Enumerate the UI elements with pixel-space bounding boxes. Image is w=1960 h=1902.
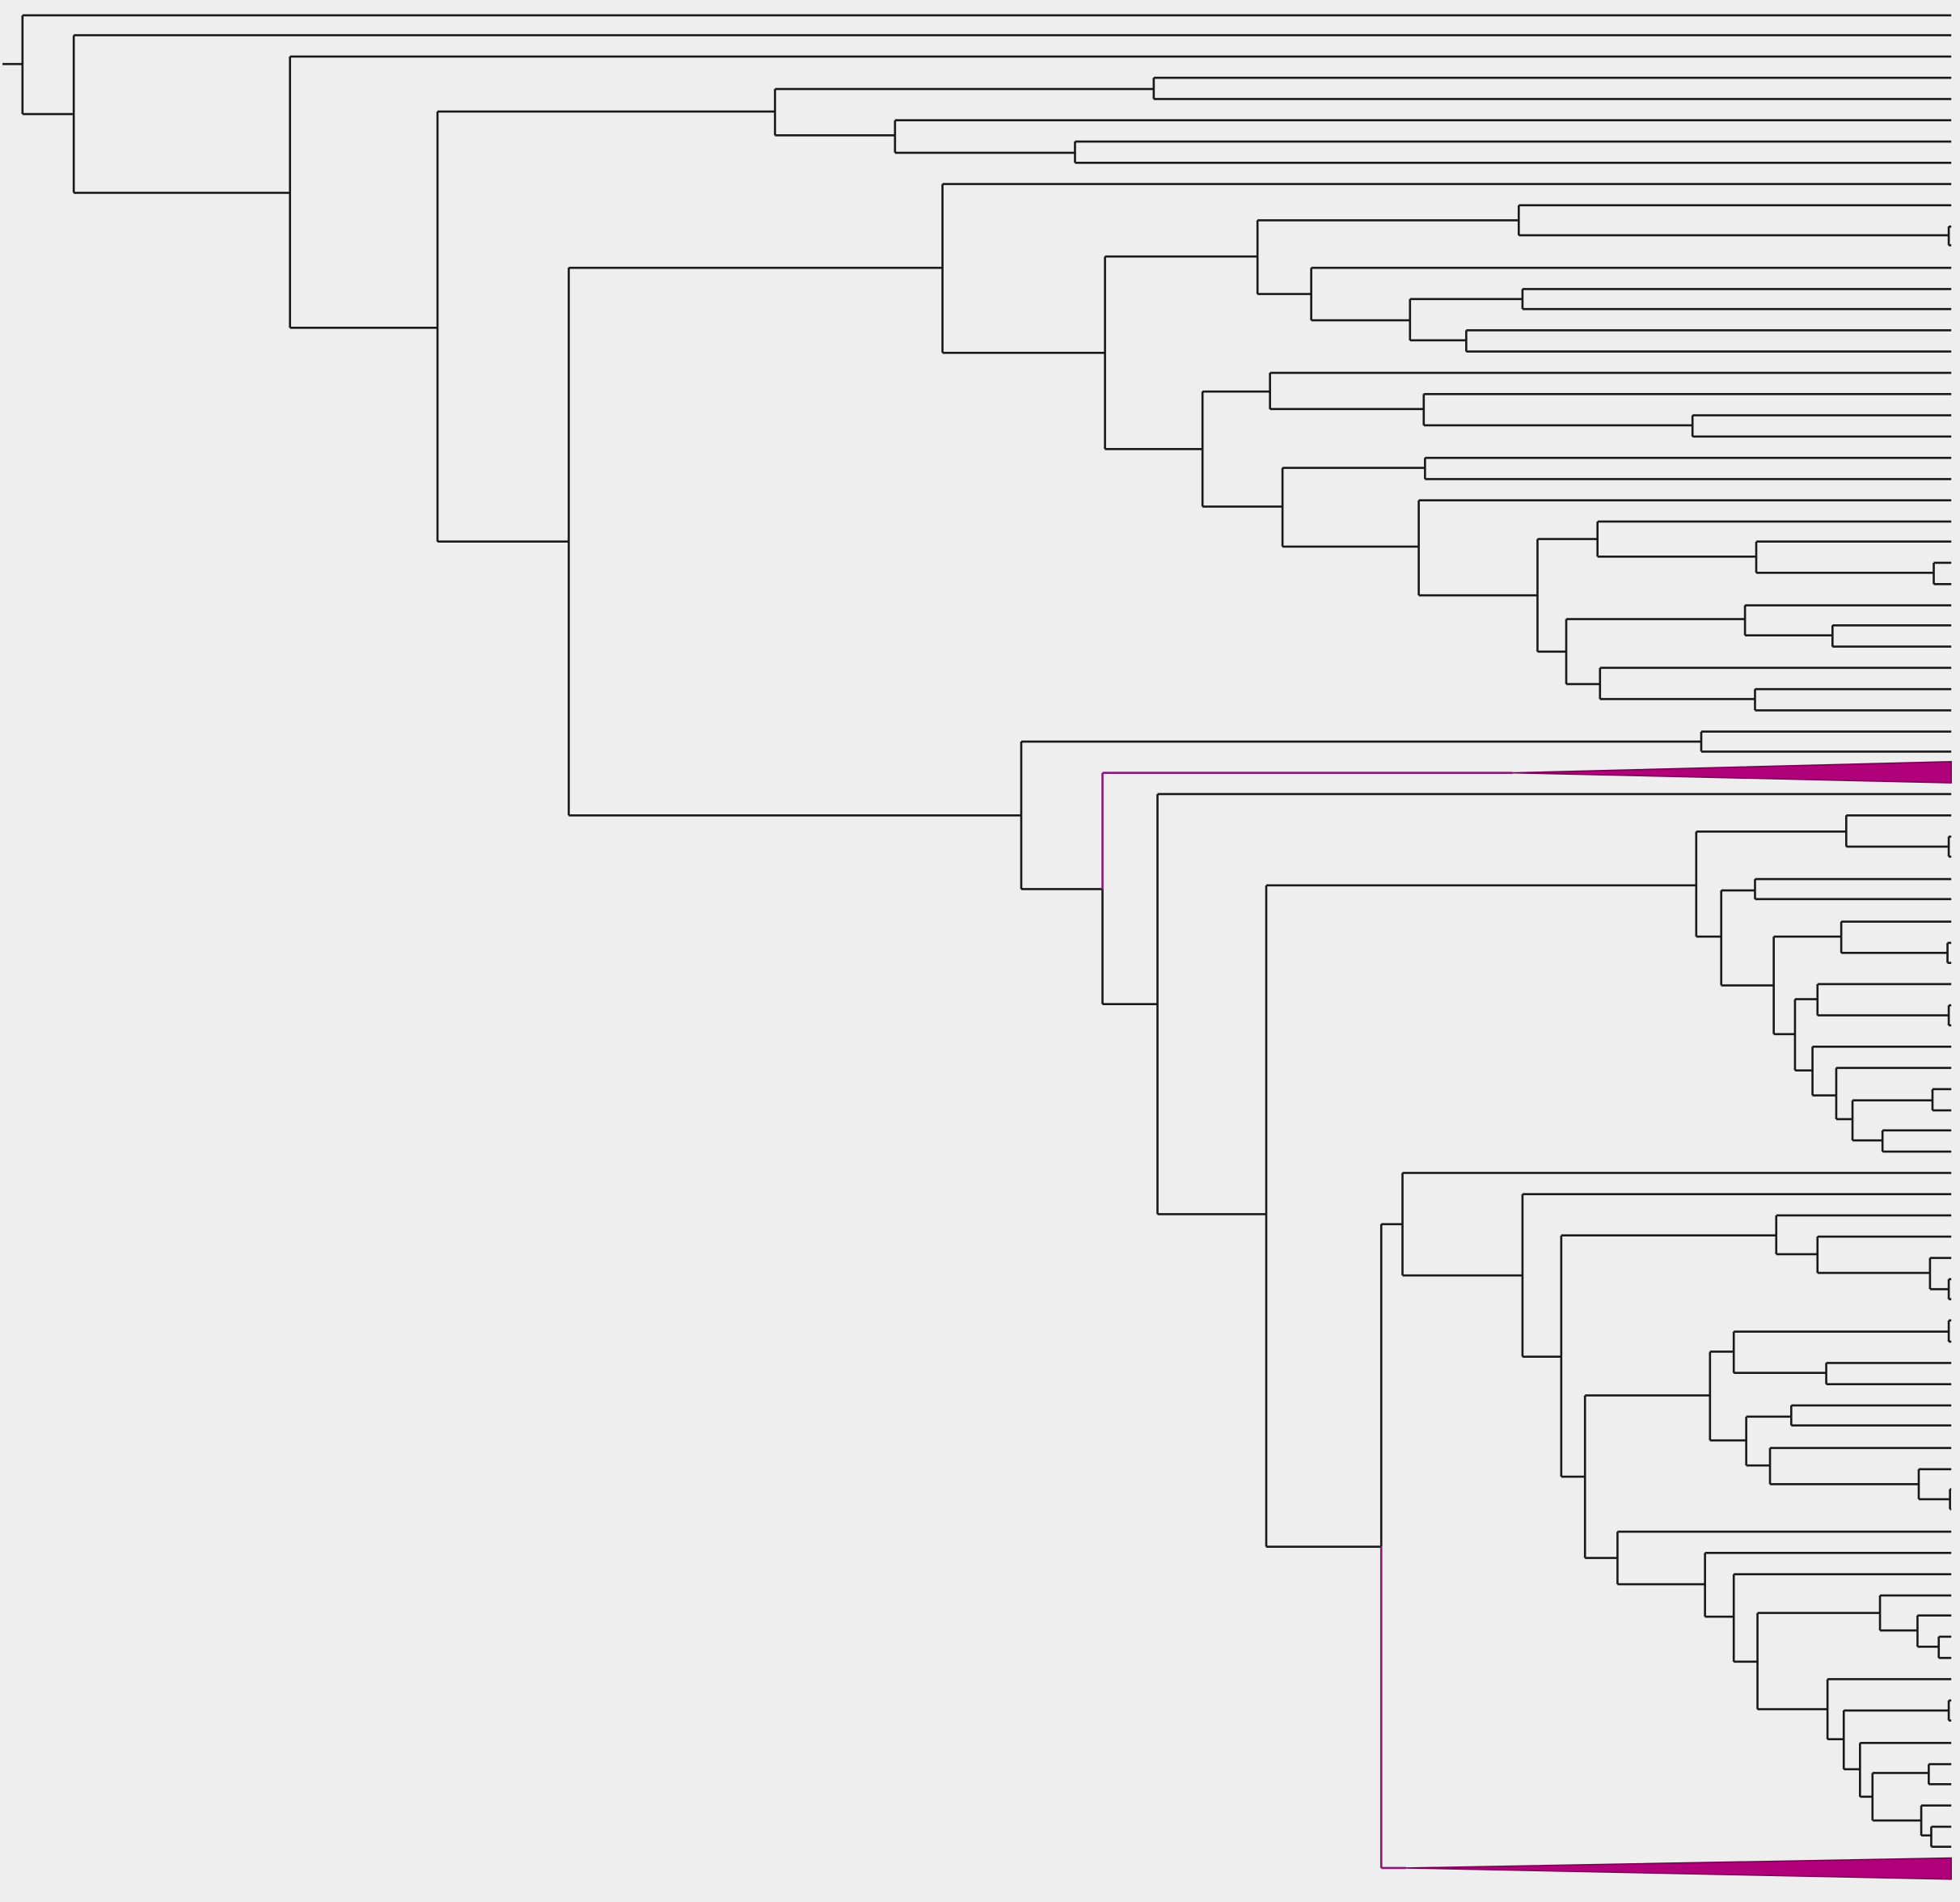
branch <box>1745 1415 1792 1467</box>
highlighted-branch <box>1379 1546 1407 1870</box>
branch <box>1756 1612 1881 1710</box>
branch <box>1536 538 1598 653</box>
branch <box>1826 1678 1952 1741</box>
branch <box>1156 792 1952 1215</box>
branch <box>1743 604 1952 636</box>
branch <box>893 119 1952 154</box>
collapsed-clade-triangle[interactable] <box>1512 761 1952 784</box>
branch <box>1845 814 1952 848</box>
branch <box>1859 1742 1952 1798</box>
branch <box>1835 1067 1952 1121</box>
branch <box>1917 1468 1952 1501</box>
branch <box>1596 520 1952 558</box>
branch <box>1565 618 1746 686</box>
branch <box>1265 884 1696 1548</box>
branch <box>1754 687 1952 712</box>
branch <box>1417 499 1952 597</box>
branch <box>1401 1172 1952 1277</box>
collapsed-clade-triangle[interactable] <box>1406 1857 1952 1880</box>
branch <box>1916 1614 1952 1648</box>
branch <box>1152 76 1952 100</box>
branch <box>1811 1045 1952 1097</box>
branch <box>436 110 775 543</box>
branch <box>774 87 1154 137</box>
branch <box>1928 1257 1952 1291</box>
branch <box>1930 1825 1952 1848</box>
branch <box>1840 920 1952 954</box>
branch <box>1599 666 1952 700</box>
branch <box>1732 1573 1952 1663</box>
branch <box>1881 1129 1952 1153</box>
branch <box>1691 414 1952 438</box>
branch <box>1772 935 1842 1036</box>
branch <box>1201 390 1283 508</box>
branch <box>289 55 1952 329</box>
branch <box>1269 371 1952 411</box>
branch <box>1825 1362 1952 1385</box>
branch <box>1947 1278 1952 1300</box>
branch <box>1937 1635 1952 1659</box>
branch <box>1310 266 1952 322</box>
branch <box>1422 392 1952 427</box>
branch <box>1256 219 1519 295</box>
branch <box>1947 225 1952 247</box>
branch <box>1789 1404 1952 1426</box>
branch <box>1871 1772 1929 1822</box>
branch <box>1517 204 1952 237</box>
branch <box>1931 1088 1952 1112</box>
collapsed-clades <box>1406 761 1952 1880</box>
branch <box>1946 941 1952 965</box>
branch <box>1755 540 1952 574</box>
branch <box>1521 1193 1952 1358</box>
branch <box>1560 1234 1776 1478</box>
branch <box>1074 140 1952 164</box>
branch <box>1816 983 1952 1017</box>
branch <box>1521 288 1952 311</box>
branch <box>1695 831 1847 938</box>
branch <box>1775 1214 1952 1256</box>
branch <box>1704 1552 1952 1618</box>
branch <box>1920 1804 1952 1837</box>
branch <box>1768 1447 1952 1486</box>
branch <box>1101 889 1158 1006</box>
branch <box>568 266 1022 817</box>
branch <box>1409 298 1523 342</box>
branch <box>1583 1394 1710 1559</box>
branch <box>1947 1004 1952 1027</box>
branch <box>1700 730 1952 753</box>
branch <box>1732 1330 1949 1375</box>
branch <box>1949 1488 1952 1511</box>
branch <box>1933 561 1952 585</box>
branch <box>1947 1699 1952 1722</box>
branch <box>1754 877 1952 901</box>
branch <box>1720 889 1774 987</box>
branch <box>1878 1594 1952 1632</box>
branch <box>72 34 1952 194</box>
branch <box>1842 1709 1949 1771</box>
branch <box>1793 998 1818 1071</box>
branch <box>1379 1223 1403 1547</box>
branch <box>1831 623 1952 648</box>
branch <box>1947 1319 1952 1343</box>
branch <box>1616 1530 1952 1586</box>
branch <box>1816 1235 1952 1274</box>
branch <box>1424 456 1952 480</box>
branch <box>1104 255 1258 450</box>
branch <box>1947 835 1952 858</box>
branch <box>1020 740 1701 890</box>
tree-branches <box>2 14 1952 1870</box>
branch <box>1851 1099 1933 1142</box>
branch <box>1281 467 1426 548</box>
branch <box>1709 1350 1747 1442</box>
branch <box>941 183 1952 354</box>
branch <box>1928 1763 1952 1786</box>
branch <box>1465 329 1952 353</box>
